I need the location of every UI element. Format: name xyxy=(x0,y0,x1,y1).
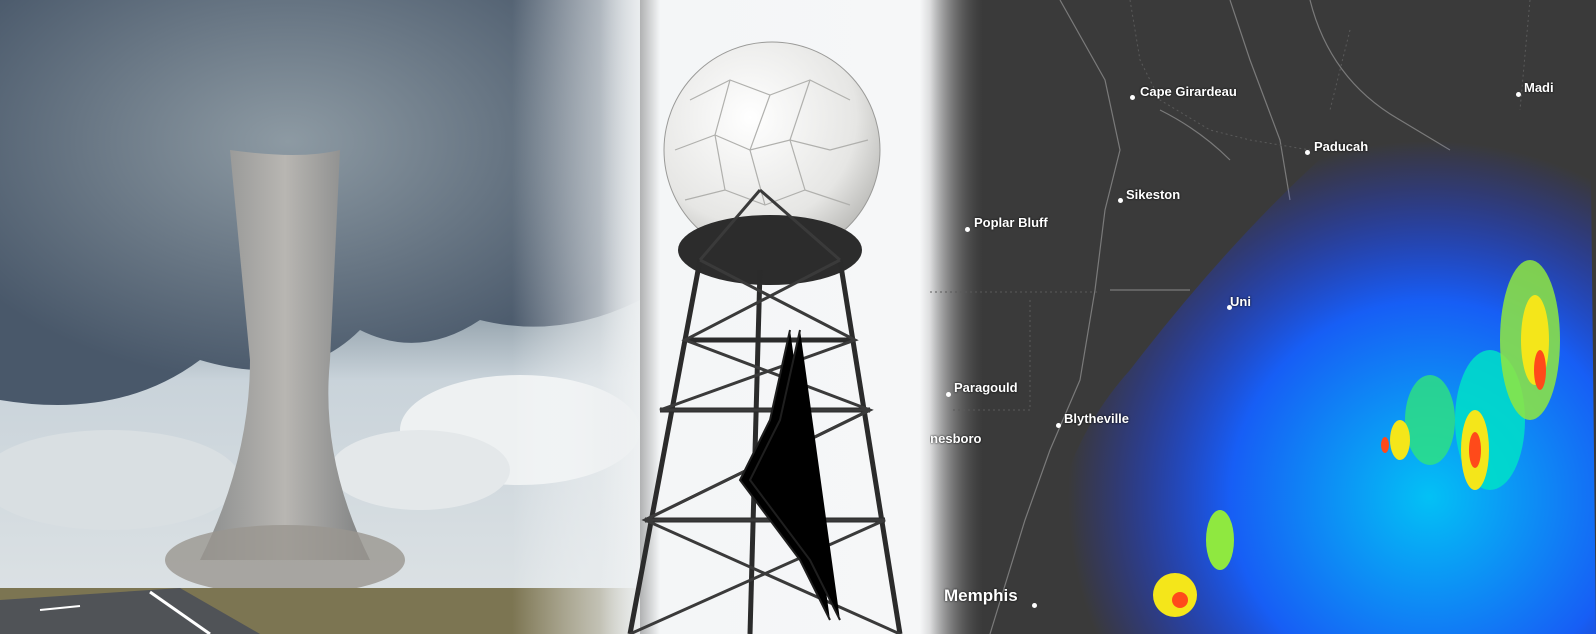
radar-echo-broad xyxy=(1040,86,1596,634)
city-label-poplar-bluff: Poplar Bluff xyxy=(974,215,1048,230)
city-label-madi: Madi xyxy=(1524,80,1554,95)
city-dot-memphis xyxy=(1032,603,1037,608)
city-dot-cape-girardeau xyxy=(1130,95,1135,100)
city-label-uni: Uni xyxy=(1230,294,1251,309)
tornado-photo xyxy=(0,0,640,634)
city-label-memphis: Memphis xyxy=(944,586,1018,605)
city-dot-sikeston xyxy=(1118,198,1123,203)
city-label-paragould: Paragould xyxy=(954,380,1018,395)
tower-platform xyxy=(678,215,862,285)
radar-map-canvas xyxy=(930,0,1596,634)
radar-map: Cape Girardeau Sikeston Poplar Bluff Pad… xyxy=(930,0,1596,634)
tower-staircase xyxy=(738,329,841,621)
city-label-blytheville: Blytheville xyxy=(1064,411,1130,426)
city-label-jonesboro: Jonesboro xyxy=(930,431,982,446)
city-dot-paragould xyxy=(946,392,951,397)
city-dot-paducah xyxy=(1305,150,1310,155)
city-dot-uni xyxy=(1227,305,1232,310)
city-dot-blytheville xyxy=(1056,423,1061,428)
city-label-cape-girardeau: Cape Girardeau xyxy=(1140,84,1237,99)
city-dot-poplar-bluff xyxy=(965,227,970,232)
city-dot-madi xyxy=(1516,92,1521,97)
radar-echo-cells xyxy=(1153,260,1560,617)
roads xyxy=(989,0,1451,634)
state-borders xyxy=(930,0,1531,411)
tornado-scene xyxy=(0,0,640,634)
city-label-paducah: Paducah xyxy=(1314,139,1369,154)
city-label-sikeston: Sikeston xyxy=(1126,187,1181,202)
